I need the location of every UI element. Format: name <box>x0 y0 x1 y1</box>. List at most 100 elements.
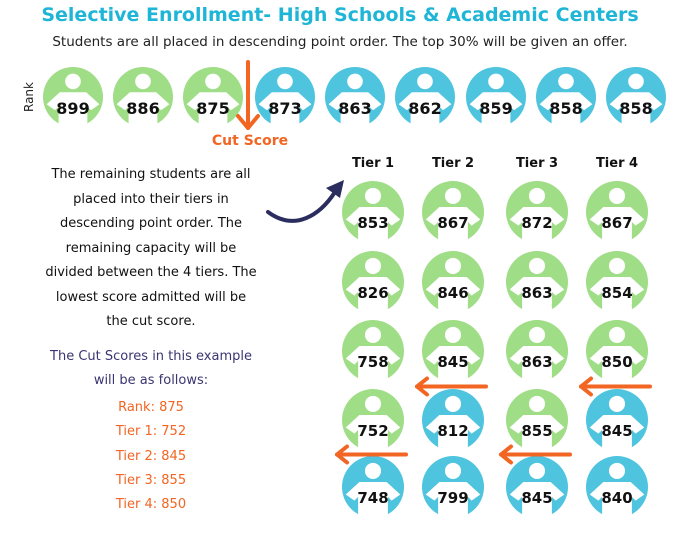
student-score: 863 <box>521 284 553 303</box>
student-circle: 858 <box>536 67 596 127</box>
student-circle: 899 <box>43 67 103 127</box>
explanation-line: divided between the 4 tiers. The <box>45 265 257 280</box>
person-icon <box>342 456 404 518</box>
student-score: 845 <box>601 422 633 441</box>
student-score: 867 <box>437 214 469 233</box>
person-icon <box>325 67 385 127</box>
person-icon <box>113 67 173 127</box>
cut-score-item: Tier 1: 752 <box>115 424 187 440</box>
student-circle: 812 <box>422 389 484 451</box>
person-icon <box>586 456 648 518</box>
person-icon <box>536 67 596 127</box>
student-circle: 862 <box>395 67 455 127</box>
person-icon <box>342 320 404 382</box>
person-icon <box>43 67 103 127</box>
student-circle: 752 <box>342 389 404 451</box>
student-score: 872 <box>521 214 553 233</box>
cut-score-label: Cut Score <box>211 133 289 149</box>
explanation-line: The remaining students are all <box>51 167 251 182</box>
student-circle: 850 <box>586 320 648 382</box>
student-score: 846 <box>437 284 469 303</box>
student-score: 748 <box>357 489 389 508</box>
cut-score-item: Rank: 875 <box>118 400 184 415</box>
student-circle: 853 <box>342 181 404 243</box>
student-score: 853 <box>357 214 389 233</box>
student-score: 875 <box>196 99 230 119</box>
student-circle: 863 <box>506 251 568 313</box>
person-icon <box>183 67 243 127</box>
student-score: 858 <box>619 99 653 119</box>
person-icon <box>422 251 484 313</box>
student-score: 826 <box>357 284 389 303</box>
explanation-line: remaining capacity will be <box>65 240 237 256</box>
tier-header: Tier 3 <box>515 156 559 171</box>
tier-header: Tier 1 <box>351 156 395 171</box>
rank-label: Rank <box>22 82 36 112</box>
student-circle: 846 <box>422 251 484 313</box>
explanation-text: The remaining students are all placed int… <box>20 163 282 335</box>
person-icon <box>506 456 568 518</box>
cut-score-list: Rank: 875 Tier 1: 752 Tier 2: 845 Tier 3: 8… <box>20 396 282 517</box>
student-circle: 886 <box>113 67 173 127</box>
student-circle: 863 <box>325 67 385 127</box>
person-icon <box>422 389 484 451</box>
student-score: 863 <box>338 99 372 119</box>
person-icon <box>506 389 568 451</box>
person-icon <box>506 320 568 382</box>
student-score: 862 <box>408 99 442 119</box>
cut-score-item: Tier 4: 850 <box>115 497 187 513</box>
student-score: 858 <box>549 99 583 119</box>
student-score: 840 <box>601 489 633 508</box>
student-circle: 845 <box>422 320 484 382</box>
example-heading-line: The Cut Scores in this example <box>50 349 252 364</box>
person-icon <box>255 67 315 127</box>
person-icon <box>586 251 648 313</box>
explanation-line: the cut score. <box>106 314 196 329</box>
student-score: 886 <box>126 99 160 119</box>
student-circle: 872 <box>506 181 568 243</box>
student-circle: 863 <box>506 320 568 382</box>
person-icon <box>606 67 666 127</box>
person-icon <box>342 251 404 313</box>
person-icon <box>506 251 568 313</box>
student-score: 859 <box>479 99 513 119</box>
student-score: 863 <box>521 353 553 372</box>
student-score: 812 <box>437 422 469 441</box>
cut-score-item: Tier 3: 855 <box>115 472 187 488</box>
student-score: 799 <box>437 489 469 508</box>
student-circle: 855 <box>506 389 568 451</box>
student-score: 899 <box>56 99 90 119</box>
student-score: 867 <box>601 214 633 233</box>
student-circle: 858 <box>606 67 666 127</box>
person-icon <box>342 181 404 243</box>
tier-header: Tier 4 <box>595 156 639 171</box>
example-heading: The Cut Scores in this example will be as… <box>20 345 282 393</box>
person-icon <box>586 181 648 243</box>
student-score: 850 <box>601 353 633 372</box>
student-circle: 845 <box>586 389 648 451</box>
student-score: 758 <box>357 353 389 372</box>
student-circle: 845 <box>506 456 568 518</box>
student-circle: 859 <box>466 67 526 127</box>
student-circle: 840 <box>586 456 648 518</box>
subtitle: Students are all placed in descending po… <box>52 34 628 50</box>
student-score: 752 <box>357 422 389 441</box>
student-score: 845 <box>521 489 553 508</box>
student-circle: 867 <box>422 181 484 243</box>
student-circle: 875 <box>183 67 243 127</box>
example-heading-line: will be as follows: <box>93 373 209 388</box>
student-circle: 748 <box>342 456 404 518</box>
student-circle: 854 <box>586 251 648 313</box>
page-title: Selective Enrollment- High Schools & Aca… <box>41 4 639 26</box>
person-icon <box>422 181 484 243</box>
student-score: 873 <box>268 99 302 119</box>
student-score: 845 <box>437 353 469 372</box>
tier-header: Tier 2 <box>431 156 475 171</box>
student-circle: 826 <box>342 251 404 313</box>
person-icon <box>586 389 648 451</box>
person-icon <box>422 320 484 382</box>
person-icon <box>395 67 455 127</box>
person-icon <box>466 67 526 127</box>
explanation-line: placed into their tiers in <box>73 191 229 207</box>
cut-score-item: Tier 2: 845 <box>115 448 187 464</box>
